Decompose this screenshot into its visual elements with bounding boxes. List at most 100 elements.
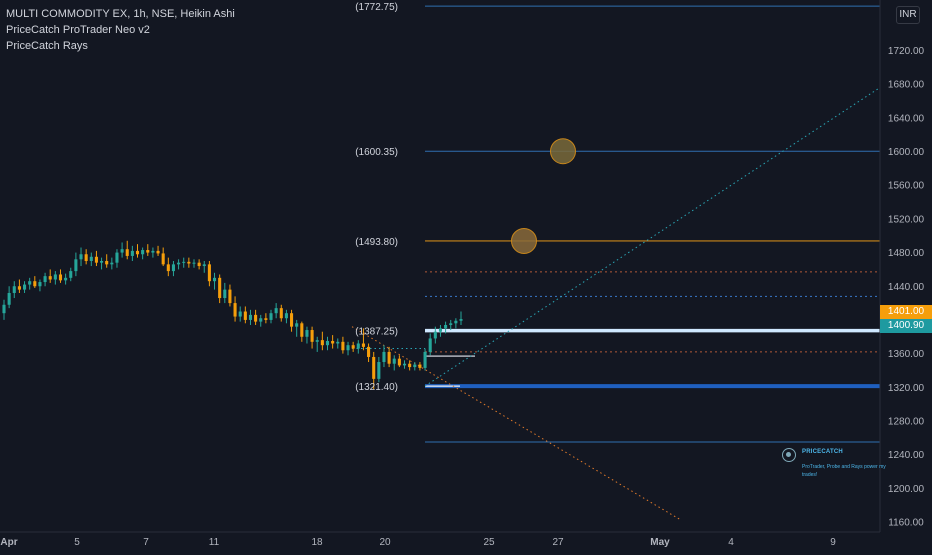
candle-body-89 [459, 319, 463, 321]
candle-body-84 [433, 331, 437, 339]
candle-body-27 [141, 250, 145, 255]
x-tick-label-10: 9 [830, 537, 836, 548]
candle-body-33 [171, 264, 175, 272]
candle-body-58 [300, 323, 304, 337]
candle-body-21 [110, 262, 114, 265]
candle-body-5 [28, 281, 32, 285]
candle-body-23 [120, 249, 124, 253]
candle-body-82 [423, 351, 427, 368]
candle-body-25 [130, 250, 134, 256]
candle-body-85 [438, 328, 443, 332]
candle-body-3 [17, 286, 21, 290]
candle-body-68 [351, 345, 355, 349]
candle-body-30 [156, 250, 160, 254]
y-tick-label-13: 1680.00 [888, 80, 925, 91]
candle-body-44 [228, 289, 232, 304]
level-label-2: (1493.80) [355, 237, 398, 248]
x-tick-label-8: May [650, 537, 670, 548]
x-tick-label-7: 27 [552, 537, 564, 548]
candle-body-77 [397, 358, 401, 366]
candle-body-61 [315, 340, 319, 342]
candle-body-9 [48, 276, 52, 280]
candle-body-17 [89, 256, 93, 261]
candle-body-48 [248, 314, 253, 320]
level-label-4: (1321.40) [355, 382, 398, 393]
badge-name: PRICECATCH [802, 449, 843, 455]
ray-down [351, 326, 681, 520]
candle-body-12 [64, 277, 68, 281]
candle-body-71 [367, 346, 371, 357]
level-label-1: (1600.35) [355, 147, 398, 158]
candle-body-16 [84, 254, 88, 261]
candle-body-29 [151, 250, 155, 253]
y-tick-label-2: 1240.00 [888, 450, 925, 461]
candle-body-80 [413, 364, 417, 368]
candle-body-52 [269, 313, 273, 320]
candle-body-43 [223, 289, 227, 299]
candle-body-28 [146, 250, 150, 253]
y-tick-label-4: 1320.00 [888, 383, 925, 394]
candle-body-51 [264, 318, 268, 320]
candle-body-39 [202, 264, 206, 267]
candle-body-62 [320, 340, 324, 346]
candle-body-15 [79, 254, 83, 260]
level-label-0: (1772.75) [355, 2, 398, 13]
candle-body-86 [444, 324, 448, 329]
candle-body-63 [325, 340, 330, 346]
candle-body-56 [290, 313, 294, 327]
candle-body-54 [279, 308, 283, 319]
y-tick-label-1: 1200.00 [888, 484, 925, 495]
candle-body-13 [69, 271, 73, 278]
candle-body-20 [105, 260, 109, 265]
candle-body-55 [284, 313, 288, 319]
candle-body-45 [233, 303, 237, 317]
candle-body-50 [259, 318, 263, 322]
candle-body-40 [207, 264, 211, 282]
candle-body-88 [454, 320, 458, 324]
candle-body-11 [58, 274, 63, 281]
candle-body-60 [310, 330, 314, 342]
x-tick-label-5: 20 [379, 537, 391, 548]
candle-body-53 [274, 308, 278, 314]
currency-button[interactable]: INR [896, 6, 920, 24]
candle-body-78 [402, 363, 407, 366]
candle-body-7 [38, 282, 42, 287]
last-price-tag-bull: 1400.90 [880, 319, 932, 334]
candle-body-14 [74, 259, 78, 272]
y-tick-label-11: 1600.00 [888, 147, 925, 158]
pricecatch-badge: PRICECATCH ProTrader, Probe and Rays pow… [782, 448, 892, 482]
candle-body-34 [177, 262, 181, 265]
x-tick-label-1: 5 [74, 537, 80, 548]
pricecatch-logo-icon [782, 448, 796, 462]
y-tick-label-8: 1480.00 [888, 248, 925, 259]
candle-body-76 [392, 358, 396, 364]
candle-body-6 [33, 281, 37, 287]
candle-body-1 [7, 292, 11, 305]
candle-body-2 [12, 286, 16, 293]
candle-body-83 [428, 338, 432, 352]
candle-body-38 [197, 262, 201, 267]
candle-body-19 [100, 260, 104, 263]
candle-body-69 [356, 343, 360, 349]
candle-body-49 [254, 314, 258, 322]
target-marker-0 [550, 138, 576, 165]
ray-up [424, 87, 881, 387]
level-label-3: (1387.25) [355, 327, 398, 338]
candle-body-57 [295, 323, 299, 327]
candle-body-26 [135, 250, 140, 255]
x-tick-label-0: Apr [0, 537, 17, 548]
candle-body-66 [341, 341, 345, 351]
x-tick-label-3: 11 [209, 537, 220, 548]
candle-body-41 [212, 277, 217, 282]
candle-body-31 [161, 253, 165, 265]
candle-body-79 [408, 363, 412, 368]
candle-body-46 [238, 311, 242, 317]
y-tick-label-7: 1440.00 [888, 282, 925, 293]
candle-body-24 [125, 249, 129, 256]
candle-body-36 [187, 261, 191, 264]
x-tick-label-6: 25 [483, 537, 495, 548]
candle-body-65 [336, 341, 340, 344]
candle-body-87 [449, 323, 453, 325]
